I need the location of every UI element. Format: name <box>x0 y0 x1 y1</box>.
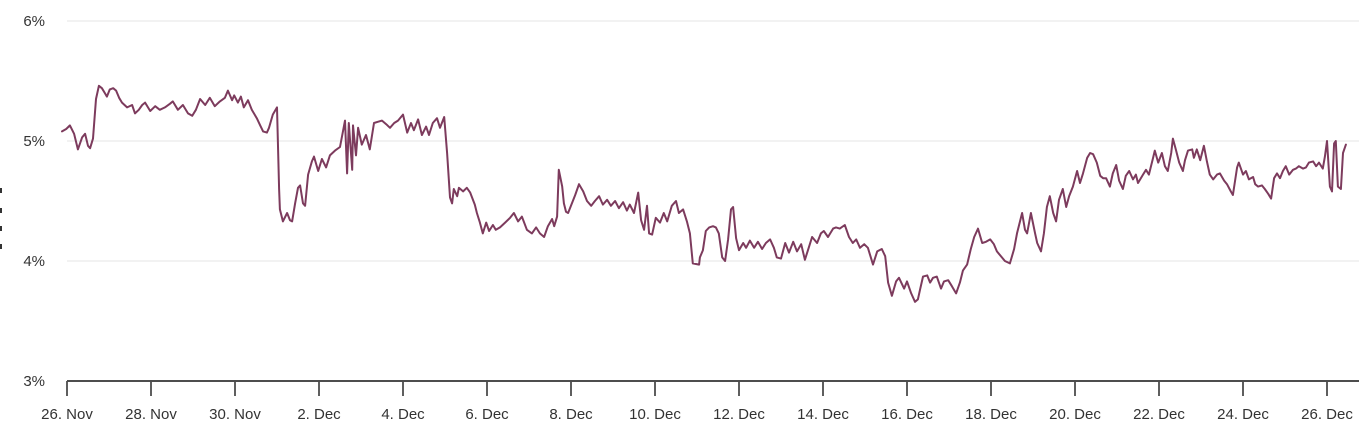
x-axis-tick-label: 16. Dec <box>881 406 933 423</box>
y-axis-tick-label: 6% <box>23 13 45 30</box>
x-axis-tick-label: 8. Dec <box>549 406 593 423</box>
x-axis-tick-label: 6. Dec <box>465 406 509 423</box>
y-axis-labels: 6% 5% 4% 3% <box>23 13 45 390</box>
series-line <box>61 84 1347 303</box>
x-axis-tick-label: 30. Nov <box>209 406 261 423</box>
x-axis-tick-label: 4. Dec <box>381 406 425 423</box>
x-axis-labels: 26. Nov 28. Nov 30. Nov 2. Dec 4. Dec 6. Dec 8… <box>41 406 1353 423</box>
x-axis-tick-label: 18. Dec <box>965 406 1017 423</box>
y-axis-tick-label: 5% <box>23 133 45 150</box>
y-axis-tick-label: 3% <box>23 373 45 390</box>
x-axis-tick-label: 2. Dec <box>297 406 341 423</box>
x-axis-tick-label: 14. Dec <box>797 406 849 423</box>
x-axis-tick-label: 26. Nov <box>41 406 93 423</box>
clipped-letter-mark <box>0 188 2 193</box>
x-axis-tick-label: 28. Nov <box>125 406 177 423</box>
gridlines <box>67 20 1359 262</box>
clipped-letter-mark <box>0 244 2 249</box>
x-axis-tick-label: 12. Dec <box>713 406 765 423</box>
y-axis-tick-label: 4% <box>23 253 45 270</box>
clipped-letter-mark <box>0 208 2 213</box>
clipped-letter-mark <box>0 226 2 231</box>
x-axis-tick-label: 24. Dec <box>1217 406 1269 423</box>
x-axis-tick-label: 10. Dec <box>629 406 681 423</box>
x-axis <box>66 380 1359 396</box>
x-axis-tick-label: 22. Dec <box>1133 406 1185 423</box>
x-axis-tick-label: 26. Dec <box>1301 406 1353 423</box>
x-axis-tick-label: 20. Dec <box>1049 406 1101 423</box>
